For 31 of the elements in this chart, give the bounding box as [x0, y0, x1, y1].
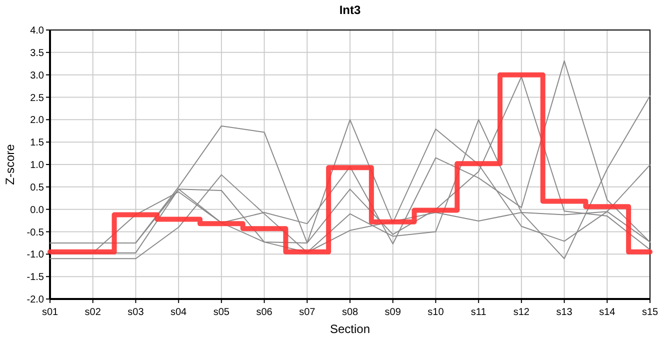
y-tick-label: 2.0: [30, 115, 44, 126]
x-tick-label: s08: [342, 307, 358, 318]
x-tick-label: s07: [299, 307, 316, 318]
y-tick-label: -1.5: [26, 272, 44, 284]
x-tick-label: s05: [213, 307, 230, 318]
y-tick-label: 1.5: [30, 138, 44, 149]
x-axis-title: Section: [330, 322, 370, 336]
x-tick-label: s02: [84, 307, 102, 318]
x-tick-label: s12: [513, 307, 530, 318]
y-tick-label: -0.5: [26, 227, 44, 238]
y-tick-label: 2.5: [30, 92, 44, 104]
y-tick-label: 3.0: [30, 70, 44, 82]
y-tick-label: 3.5: [30, 48, 44, 59]
x-tick-label: s14: [599, 307, 616, 318]
x-tick-label: s11: [470, 307, 487, 318]
y-tick-label: -2.0: [26, 294, 44, 306]
y-tick-label: -1.0: [26, 250, 44, 261]
x-tick-label: s01: [42, 307, 58, 318]
x-tick-label: s03: [128, 307, 144, 318]
x-tick-label: s13: [556, 307, 573, 318]
chart-title: Int3: [339, 3, 361, 17]
x-tick-label: s09: [384, 307, 402, 318]
y-tick-label: 0.5: [30, 182, 44, 194]
x-tick-label: s15: [642, 307, 658, 318]
y-tick-label: 1.0: [30, 160, 44, 171]
x-tick-label: s04: [170, 307, 188, 318]
y-tick-label: 0.0: [30, 204, 44, 216]
x-tick-label: s06: [256, 307, 273, 318]
x-tick-label: s10: [428, 307, 444, 318]
y-axis-title: Z-score: [3, 144, 17, 185]
y-tick-label: 4.0: [30, 26, 44, 36]
